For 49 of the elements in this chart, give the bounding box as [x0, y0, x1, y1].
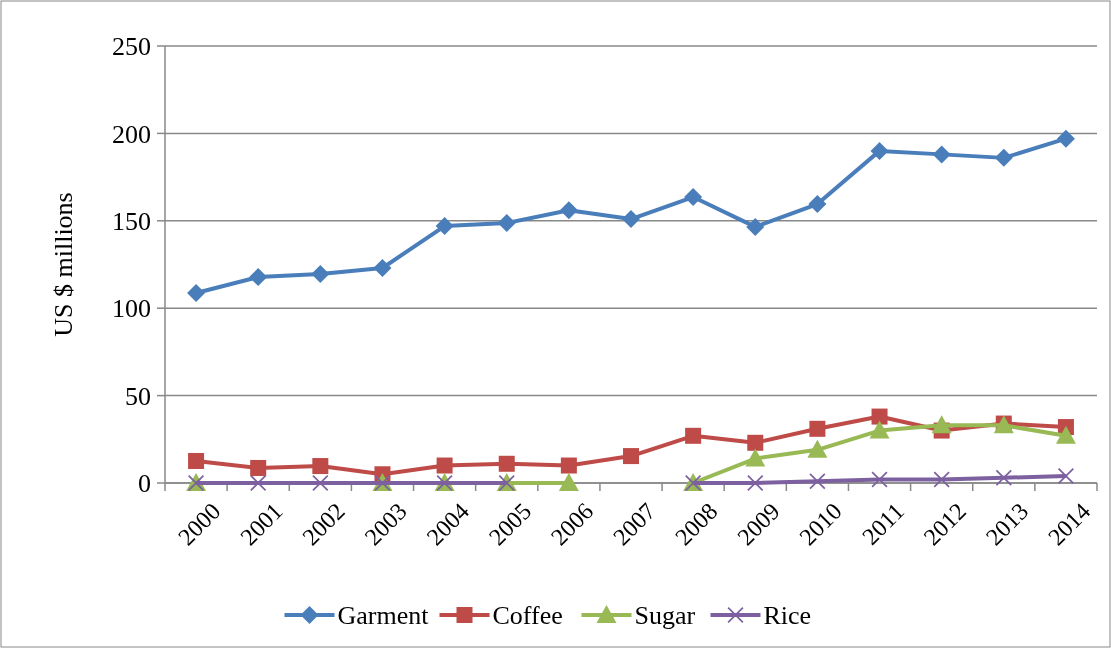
point	[871, 471, 888, 488]
point	[745, 448, 766, 467]
point	[188, 452, 205, 469]
point	[931, 415, 952, 434]
point	[498, 455, 515, 472]
point	[807, 439, 828, 458]
point	[558, 473, 579, 491]
y-tick-label: 0	[138, 469, 151, 499]
point	[746, 217, 765, 236]
point	[1056, 129, 1075, 148]
point	[869, 420, 890, 439]
y-tick-label: 100	[112, 294, 151, 324]
point	[1055, 425, 1076, 444]
point	[373, 259, 392, 277]
legend-label: Garment	[337, 601, 430, 631]
point	[933, 471, 950, 488]
legend-label: Sugar	[634, 601, 696, 631]
point	[250, 459, 267, 476]
point	[622, 210, 640, 229]
point	[435, 217, 454, 236]
point	[436, 457, 453, 474]
point	[623, 448, 639, 465]
y-axis-title: US $ millions	[49, 192, 78, 337]
point	[684, 188, 703, 207]
point	[808, 195, 827, 214]
point	[497, 214, 516, 233]
y-tick-label: 200	[112, 119, 151, 149]
point	[559, 201, 578, 220]
point	[870, 141, 889, 160]
legend-label: Rice	[763, 601, 812, 631]
y-tick-label: 150	[112, 206, 151, 236]
point	[685, 427, 702, 444]
point	[809, 420, 826, 437]
point	[932, 145, 951, 164]
point	[187, 283, 206, 302]
point	[747, 434, 764, 451]
point	[1057, 468, 1074, 485]
point	[871, 408, 888, 425]
y-tick-label: 250	[112, 32, 151, 62]
point	[995, 469, 1012, 486]
point	[250, 475, 267, 491]
point	[809, 473, 826, 490]
point	[560, 457, 577, 474]
y-tick-label: 50	[125, 381, 151, 411]
point	[311, 264, 330, 283]
point	[994, 148, 1013, 167]
point	[249, 268, 268, 287]
point	[312, 458, 329, 475]
legend-label: Coffee	[492, 601, 563, 631]
